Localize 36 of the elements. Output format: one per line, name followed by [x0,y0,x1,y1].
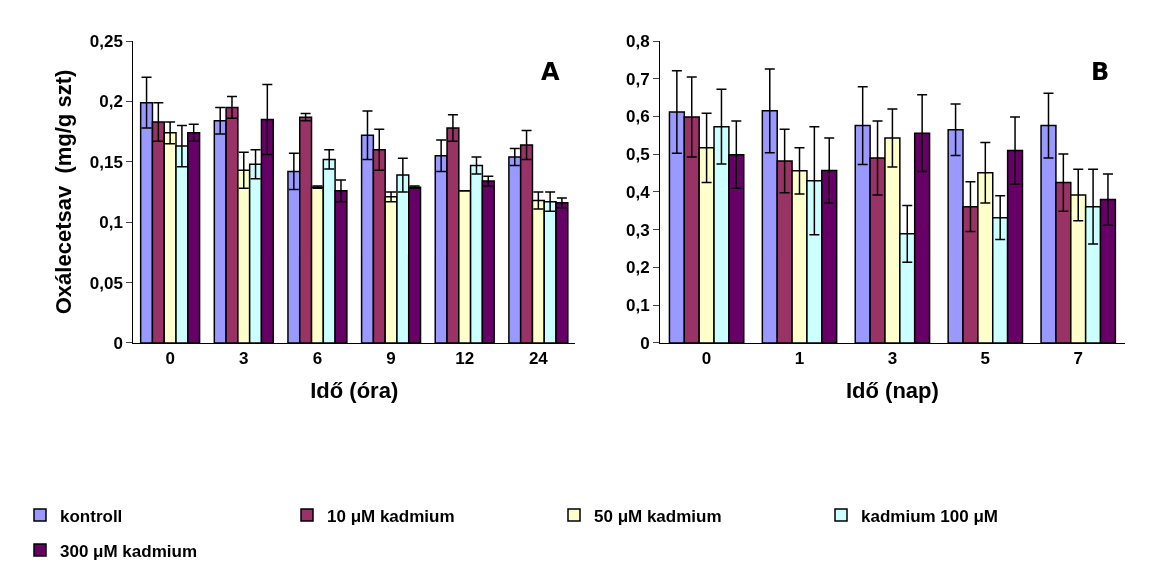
y-tick-label: 0,3 [626,220,650,240]
x-axis-title: Idő (óra) [310,378,399,404]
y-tick-label: 0,2 [626,258,650,278]
x-tick-label: 5 [980,349,991,369]
x-tick-label: 7 [1073,349,1083,369]
legend-label: 50 μM kadmium [594,506,722,526]
y-tick-label: 0,6 [626,107,650,127]
x-tick-label: 6 [312,349,323,369]
y-tick-label: 0 [113,333,123,353]
text: B [1091,58,1110,86]
x-axis-title: Idő (nap) [845,378,939,404]
x-tick-label: 3 [887,349,898,369]
x-tick-label: 0 [701,349,712,369]
y-tick-label: 0 [640,333,650,353]
text: A [541,58,560,86]
y-tick-label: 0,5 [626,145,650,165]
x-tick-label: 0 [165,349,175,369]
y-tick-label: 0,1 [99,213,123,233]
y-axis-title: Oxálecetsav (mg/g szt) [50,69,76,315]
y-tick-label: 0,05 [89,273,123,293]
y-tick-label: 0,25 [89,32,123,52]
y-tick-label: 0,15 [89,152,123,172]
legend-label: kadmium 100 μM [861,506,999,526]
x-tick-label: 1 [794,349,805,369]
x-tick-label: 12 [455,349,475,369]
y-tick-label: 0,8 [626,32,650,52]
x-tick-label: 3 [239,349,249,369]
x-tick-label: 24 [528,349,549,369]
y-tick-label: 0,1 [626,296,650,316]
y-tick-label: 0,7 [626,69,650,89]
y-tick-label: 0,4 [626,182,651,202]
legend-label: kontroll [60,506,123,526]
y-tick-label: 0,2 [99,92,123,112]
x-tick-label: 9 [386,349,396,369]
legend-label: 300 μM kadmium [60,541,198,561]
legend-label: 10 μM kadmium [327,506,455,526]
